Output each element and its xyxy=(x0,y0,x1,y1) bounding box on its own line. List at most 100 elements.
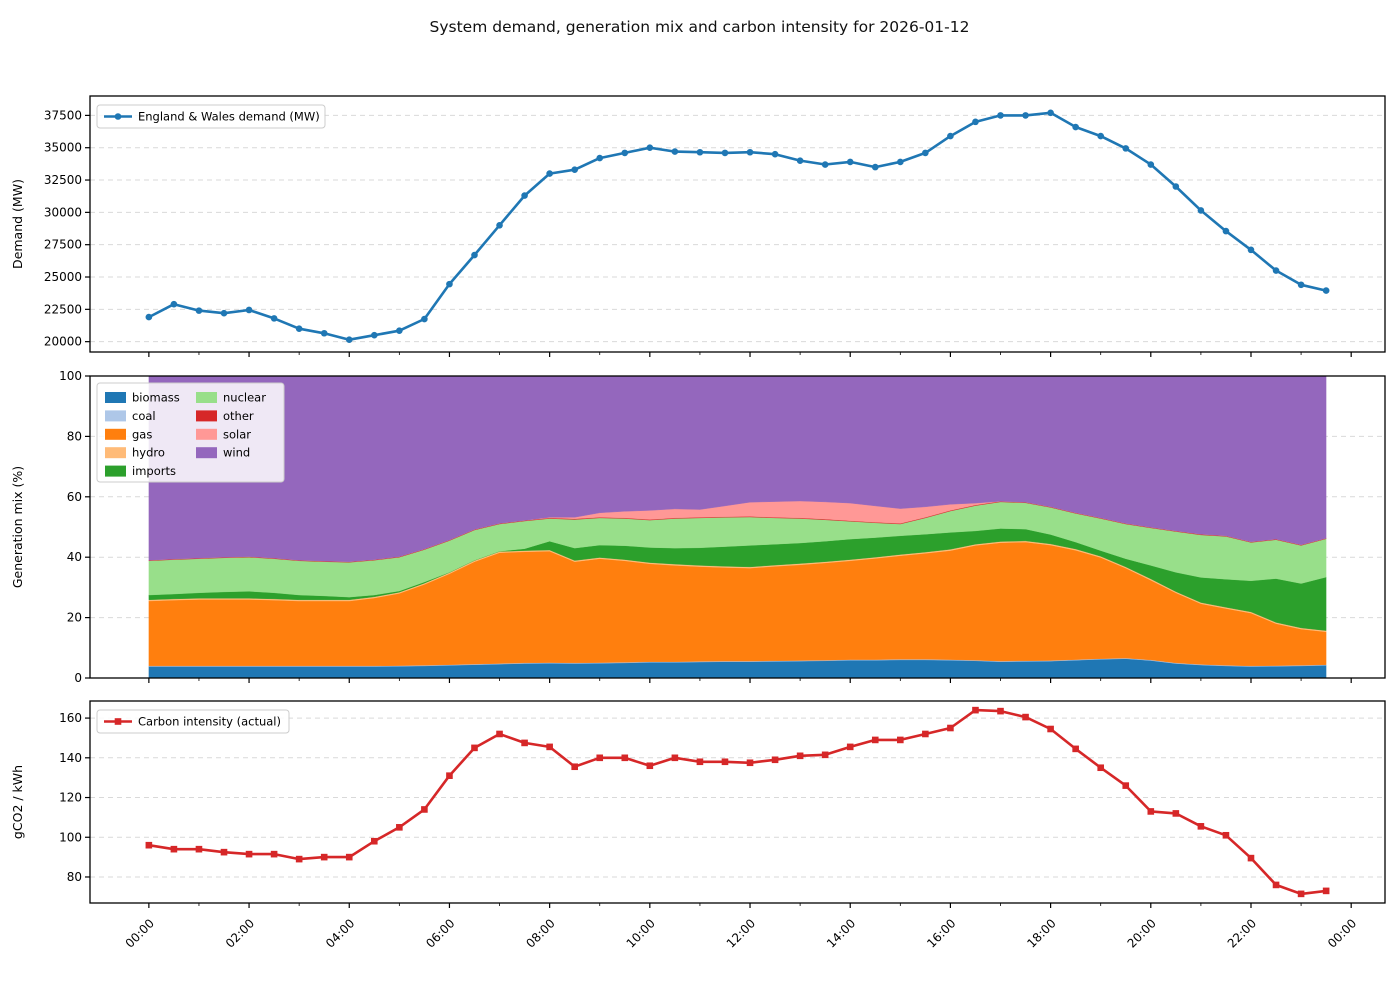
data-point xyxy=(320,853,328,861)
nuclear-legend-label: nuclear xyxy=(223,391,266,405)
y-tick-label: 100 xyxy=(59,369,82,383)
generation-mix-legend: biomass coal gas hydro imports nuclear other so… xyxy=(96,382,285,483)
data-point xyxy=(571,763,578,771)
data-point xyxy=(521,739,528,747)
data-point xyxy=(170,300,178,308)
data-point xyxy=(871,163,879,171)
data-point xyxy=(1322,887,1330,895)
data-point xyxy=(295,325,303,333)
plot-frame xyxy=(89,375,1386,679)
x-tick-label: 08:00 xyxy=(523,916,557,950)
data-point xyxy=(771,150,779,158)
y-tick-label: 37500 xyxy=(44,108,82,122)
y-tick-label: 0 xyxy=(74,671,82,685)
data-point xyxy=(696,148,704,156)
data-point xyxy=(521,192,528,199)
data-point xyxy=(1172,183,1180,190)
y-tick-label: 30000 xyxy=(44,205,82,219)
hydro-legend-label: hydro xyxy=(132,446,165,460)
data-point xyxy=(1097,764,1105,772)
wind-swatch xyxy=(196,447,217,459)
data-point xyxy=(1247,854,1255,862)
data-point xyxy=(421,315,428,323)
data-point xyxy=(220,848,228,856)
data-point xyxy=(621,754,629,762)
data-point xyxy=(1072,745,1079,753)
x-tick-label: 22:00 xyxy=(1225,916,1259,950)
coal-swatch xyxy=(105,410,126,422)
data-point xyxy=(621,149,629,157)
data-point xyxy=(1197,823,1205,830)
x-tick-label: 02:00 xyxy=(223,916,257,950)
y-tick-label: 120 xyxy=(59,791,82,805)
x-tick-label: 18:00 xyxy=(1024,916,1058,950)
plot-frame xyxy=(89,95,1386,353)
data-point xyxy=(997,112,1004,119)
data-point xyxy=(370,331,378,339)
carbon-intensity-line xyxy=(148,708,1327,896)
data-point xyxy=(145,313,153,321)
data-point xyxy=(396,824,403,831)
x-tick-label: 06:00 xyxy=(423,916,457,950)
data-point xyxy=(546,170,553,177)
plot-frame xyxy=(89,700,1386,904)
y-tick-label: 140 xyxy=(59,751,82,765)
data-point xyxy=(496,221,503,229)
data-point xyxy=(646,144,654,152)
other-swatch xyxy=(196,410,217,422)
data-point xyxy=(796,157,804,164)
data-point xyxy=(671,148,679,155)
y-tick-label: 160 xyxy=(59,711,82,725)
data-point xyxy=(1197,207,1205,214)
gas-swatch xyxy=(105,428,126,440)
y-tick-label: 22500 xyxy=(44,302,82,316)
x-tick-label: 00:00 xyxy=(123,916,157,950)
y-tick-label: 32500 xyxy=(44,173,82,187)
data-point xyxy=(1322,287,1330,294)
data-point xyxy=(922,149,929,157)
data-point xyxy=(947,132,954,140)
data-point xyxy=(596,154,604,162)
data-point xyxy=(396,327,403,334)
data-point xyxy=(245,306,253,314)
data-point xyxy=(972,118,979,126)
data-point xyxy=(1222,831,1230,839)
y-tick-label: 35000 xyxy=(44,141,82,155)
data-point xyxy=(846,158,854,166)
data-point xyxy=(596,754,604,762)
data-point xyxy=(997,707,1004,715)
x-tick-label: 04:00 xyxy=(323,916,357,950)
data-point xyxy=(320,329,328,337)
figure-title: System demand, generation mix and carbon… xyxy=(429,18,970,36)
data-point xyxy=(1122,782,1130,789)
data-point xyxy=(897,736,904,744)
y-tick-label: 25000 xyxy=(44,270,82,284)
carbon-intensity-ylabel: gCO2 / kWh xyxy=(10,765,25,839)
data-point xyxy=(1272,881,1280,889)
x-tick-label: 10:00 xyxy=(624,916,658,950)
data-point xyxy=(821,161,829,168)
data-point xyxy=(796,752,804,760)
wind-legend-label: wind xyxy=(223,446,250,460)
data-point xyxy=(1147,808,1155,815)
carbon-intensity-plot: 80 100 120 140 160 gCO2 / kWh Carbon intensity… xyxy=(10,700,1386,951)
imports-legend-label: imports xyxy=(132,464,176,478)
data-point xyxy=(1222,227,1230,235)
y-tick-label: 27500 xyxy=(44,238,82,252)
data-point xyxy=(1047,109,1054,117)
data-point xyxy=(1297,281,1305,289)
data-point xyxy=(220,309,228,317)
data-point xyxy=(972,706,979,714)
x-tick-label: 20:00 xyxy=(1125,916,1159,950)
generation-mix-plot: 0 20 40 60 80 100 Generation mix (%) biomass coa… xyxy=(10,369,1386,685)
data-point xyxy=(871,736,879,744)
data-point xyxy=(746,148,754,156)
demand-legend: England & Wales demand (MW) xyxy=(96,104,326,129)
y-tick-label: 80 xyxy=(67,870,82,884)
data-point xyxy=(345,336,353,344)
data-point xyxy=(195,307,203,314)
data-point xyxy=(446,772,453,779)
data-point xyxy=(696,758,704,766)
data-point xyxy=(1247,246,1255,254)
